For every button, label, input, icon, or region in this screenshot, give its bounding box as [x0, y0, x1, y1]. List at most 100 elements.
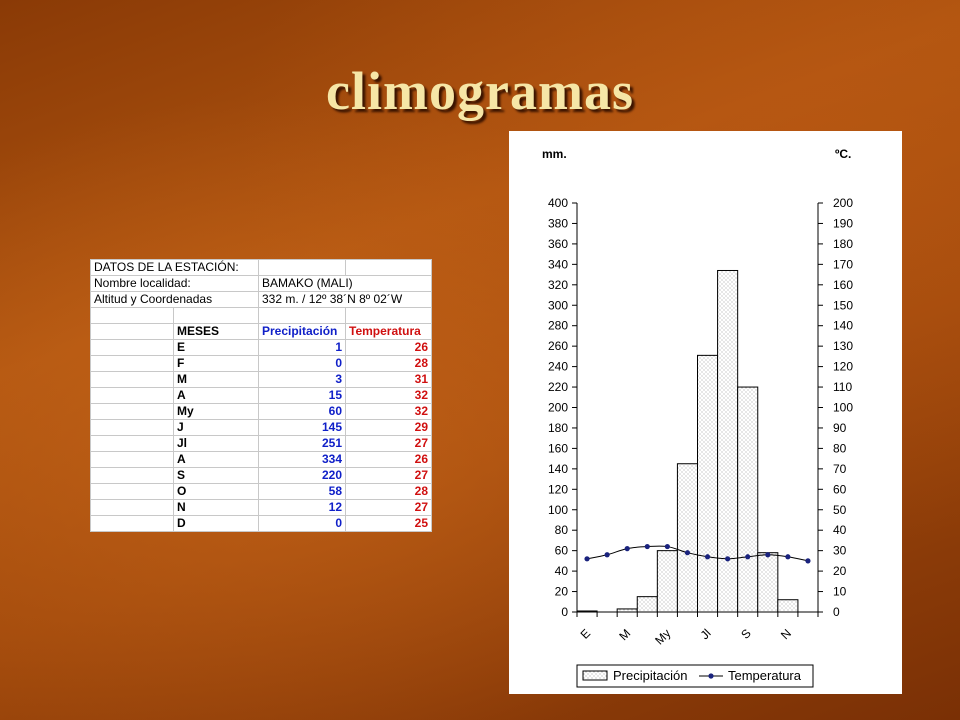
- precip-cell: 0: [258, 515, 346, 532]
- month-cell: N: [173, 499, 259, 516]
- precip-cell: 334: [258, 451, 346, 468]
- y2-tick-label: 110: [833, 380, 852, 394]
- y-tick-label: 380: [548, 216, 568, 230]
- row-spacer-cell: [90, 403, 174, 420]
- y2-tick-label: 130: [833, 339, 853, 353]
- slide-title: climogramas: [326, 61, 634, 121]
- y-tick-label: 0: [561, 605, 568, 619]
- temp-cell: 29: [345, 419, 432, 436]
- temp-cell: 26: [345, 451, 432, 468]
- precip-cell: 15: [258, 387, 346, 404]
- row-spacer-cell: [90, 483, 174, 500]
- y2-tick-label: 200: [833, 196, 853, 210]
- precip-cell: 3: [258, 371, 346, 388]
- col-precip-header: Precipitación: [258, 323, 346, 340]
- temp-cell: 27: [345, 499, 432, 516]
- row-spacer-cell: [90, 387, 174, 404]
- table-row: Altitud y Coordenadas 332 m. / 12º 38´N …: [90, 291, 432, 308]
- precip-cell: 220: [258, 467, 346, 484]
- temperature-point: [765, 552, 771, 558]
- table-row: My 60 32: [90, 403, 432, 420]
- month-cell: O: [173, 483, 259, 500]
- y2-tick-label: 0: [833, 605, 840, 619]
- x-tick-label: N: [778, 626, 794, 642]
- y-tick-label: 100: [548, 503, 568, 517]
- station-header: DATOS DE LA ESTACIÓN:: [90, 259, 259, 276]
- temperature-point: [745, 554, 751, 560]
- row-spacer-cell: [90, 371, 174, 388]
- x-tick-label: My: [652, 626, 673, 647]
- y2-tick-label: 90: [833, 421, 847, 435]
- temp-cell: 27: [345, 435, 432, 452]
- row-spacer-cell: [90, 451, 174, 468]
- temp-cell: 32: [345, 403, 432, 420]
- y-tick-label: 20: [555, 585, 569, 599]
- station-data-table: DATOS DE LA ESTACIÓN: Nombre localidad: …: [90, 259, 432, 532]
- y2-tick-label: 180: [833, 237, 853, 251]
- y-tick-label: 220: [548, 380, 568, 394]
- precip-cell: 251: [258, 435, 346, 452]
- y-tick-label: 260: [548, 339, 568, 353]
- precip-cell: 58: [258, 483, 346, 500]
- temp-cell: 28: [345, 483, 432, 500]
- table-row: A 334 26: [90, 451, 432, 468]
- temp-cell: 32: [345, 387, 432, 404]
- y-tick-label: 240: [548, 360, 568, 374]
- precip-bar: [636, 596, 658, 613]
- y2-tick-label: 100: [833, 401, 853, 415]
- month-cell: A: [173, 387, 259, 404]
- y2-axis-unit-label: ºC.: [835, 147, 851, 161]
- month-cell: S: [173, 467, 259, 484]
- y-tick-label: 360: [548, 237, 568, 251]
- y-tick-label: 200: [548, 401, 568, 415]
- temp-cell: 26: [345, 339, 432, 356]
- y2-tick-label: 80: [833, 441, 847, 455]
- precip-bar: [656, 550, 678, 613]
- y2-tick-label: 150: [833, 298, 853, 312]
- precip-bar: [757, 552, 779, 613]
- y2-tick-label: 20: [833, 564, 847, 578]
- y2-tick-label: 140: [833, 319, 853, 333]
- legend-precip-swatch: [582, 670, 608, 681]
- row-spacer-cell: [90, 419, 174, 436]
- y-tick-label: 320: [548, 278, 568, 292]
- month-cell: A: [173, 451, 259, 468]
- x-tick-label: M: [616, 626, 633, 643]
- table-row: O 58 28: [90, 483, 432, 500]
- row-spacer-cell: [90, 339, 174, 356]
- temp-cell: 28: [345, 355, 432, 372]
- x-tick-label: Jl: [698, 626, 714, 642]
- temperature-point: [644, 543, 650, 550]
- temperature-point: [604, 552, 610, 558]
- y-tick-label: 120: [548, 482, 568, 496]
- table-row: Jl 251 27: [90, 435, 432, 452]
- y2-tick-label: 170: [833, 257, 853, 271]
- month-cell: J: [173, 419, 259, 436]
- y-axis-unit-label: mm.: [542, 147, 567, 161]
- month-cell: D: [173, 515, 259, 532]
- precip-bar: [777, 599, 799, 613]
- month-rows: E 1 26 F 0 28 M 3 31 A 15 32 My 60 32 J 145 29 Jl 251 27 A 334…: [90, 339, 432, 532]
- y2-tick-label: 160: [833, 278, 853, 292]
- col-months-header: MESES: [173, 323, 259, 340]
- temp-cell: 25: [345, 515, 432, 532]
- y2-tick-label: 120: [833, 360, 853, 374]
- y-tick-label: 280: [548, 319, 568, 333]
- table-row: N 12 27: [90, 499, 432, 516]
- y2-tick-label: 190: [833, 216, 853, 230]
- y2-tick-label: 60: [833, 482, 847, 496]
- temperature-point: [584, 556, 590, 562]
- precip-cell: 1: [258, 339, 346, 356]
- temperature-point: [725, 556, 731, 562]
- climograph-svg: mm. ºC.0204060801001201401601802002202402…: [542, 147, 853, 688]
- precip-cell: 12: [258, 499, 346, 516]
- legend-box: [576, 664, 814, 688]
- table-row: J 145 29: [90, 419, 432, 436]
- y-tick-label: 140: [548, 462, 568, 476]
- row-spacer-cell: [90, 499, 174, 516]
- table-row: D 0 25: [90, 515, 432, 532]
- y2-tick-label: 70: [833, 462, 847, 476]
- table-row: DATOS DE LA ESTACIÓN:: [90, 259, 432, 276]
- table-row: E 1 26: [90, 339, 432, 356]
- legend-precip-label: Precipitación: [613, 668, 687, 683]
